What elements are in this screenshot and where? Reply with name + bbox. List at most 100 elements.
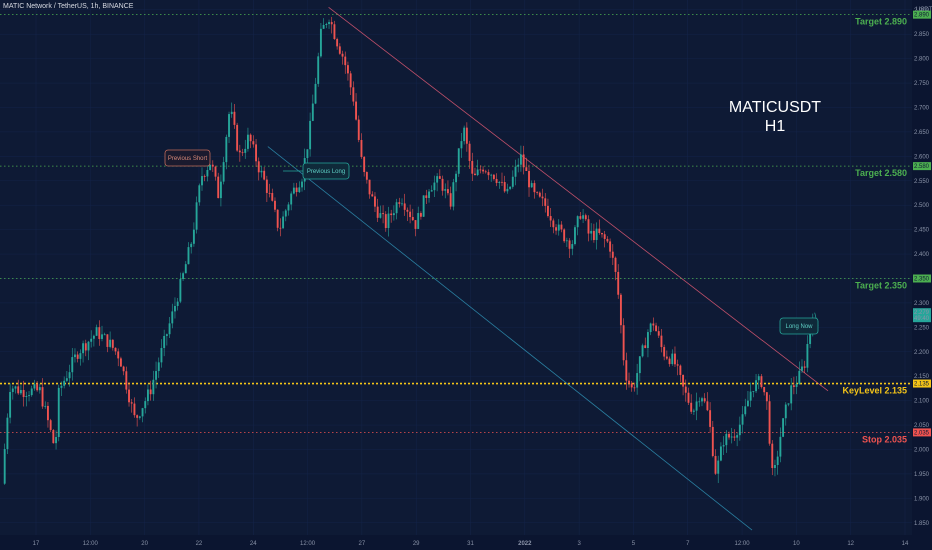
resistance-trendline bbox=[328, 7, 829, 392]
candle-body bbox=[711, 426, 714, 457]
candle-body bbox=[401, 203, 403, 205]
candle-body bbox=[528, 170, 530, 188]
candle-body bbox=[676, 364, 679, 366]
candle-body bbox=[257, 161, 260, 173]
candle-body bbox=[633, 387, 636, 389]
candle-body bbox=[209, 164, 212, 170]
candle-body bbox=[403, 203, 406, 210]
candle-body bbox=[368, 179, 371, 195]
candle-body bbox=[428, 191, 430, 198]
candle-body bbox=[776, 456, 779, 466]
candle-body bbox=[341, 53, 344, 57]
candle-body bbox=[382, 213, 385, 215]
candles bbox=[3, 16, 814, 485]
candle-body bbox=[606, 238, 609, 242]
candle-body bbox=[636, 373, 639, 388]
candle-body bbox=[660, 335, 663, 348]
candle-body bbox=[722, 445, 725, 447]
candle-body bbox=[203, 176, 206, 177]
candle-body bbox=[517, 164, 520, 167]
candle-body bbox=[263, 170, 266, 180]
candle-body bbox=[57, 387, 60, 438]
candle-body bbox=[663, 347, 666, 357]
candle-body bbox=[511, 176, 514, 187]
candle-body bbox=[387, 213, 390, 229]
candle-body bbox=[33, 384, 36, 389]
candle-body bbox=[498, 181, 501, 183]
long-now-note-box bbox=[779, 317, 819, 335]
candle-body bbox=[444, 189, 447, 191]
candle-body bbox=[379, 213, 382, 218]
x-tick-label: 31 bbox=[467, 541, 474, 547]
y-tick-label: 2.200 bbox=[914, 350, 930, 356]
candle-body bbox=[644, 345, 647, 349]
candle-body bbox=[225, 136, 228, 163]
candle-body bbox=[733, 436, 736, 438]
long-now-note-text: Long Now bbox=[785, 324, 813, 330]
candle-body bbox=[122, 366, 125, 372]
y-tick-label: 2.100 bbox=[914, 399, 930, 405]
level-price-tag bbox=[913, 379, 931, 388]
candle-body bbox=[476, 169, 479, 176]
candle-body bbox=[190, 243, 193, 248]
candle-body bbox=[365, 172, 368, 180]
candle-body bbox=[314, 83, 317, 104]
x-tick-label: 27 bbox=[359, 541, 366, 547]
candle-body bbox=[409, 211, 412, 218]
candle-body bbox=[319, 28, 322, 57]
candle-body bbox=[25, 396, 28, 398]
candle-body bbox=[406, 209, 409, 212]
candle-body bbox=[698, 401, 701, 403]
candle-body bbox=[792, 385, 795, 387]
candle-body bbox=[725, 433, 728, 446]
level-label: Target 2.890 bbox=[855, 17, 907, 27]
candle-body bbox=[514, 166, 517, 177]
candle-body bbox=[744, 406, 747, 415]
candle-body bbox=[438, 176, 441, 179]
candle-body bbox=[622, 325, 625, 361]
candle-body bbox=[684, 386, 687, 393]
y-tick-label: 2.050 bbox=[914, 423, 930, 429]
candle-body bbox=[84, 343, 87, 351]
candle-body bbox=[806, 343, 809, 368]
candle-body bbox=[144, 401, 147, 409]
candle-body bbox=[609, 241, 612, 252]
y-tick-label: 2.600 bbox=[914, 154, 930, 160]
candle-body bbox=[260, 170, 263, 173]
candle-body bbox=[219, 181, 222, 199]
candle-body bbox=[695, 401, 698, 411]
candle-body bbox=[484, 171, 487, 173]
candle-body bbox=[241, 152, 244, 154]
unit-label: USDT bbox=[916, 7, 932, 13]
candle-body bbox=[522, 154, 525, 168]
candle-body bbox=[768, 401, 771, 444]
candle-body bbox=[468, 143, 471, 161]
x-tick-label: 14 bbox=[902, 541, 909, 547]
candle-body bbox=[330, 22, 333, 25]
level-label: KeyLevel 2.135 bbox=[842, 386, 907, 396]
candle-body bbox=[755, 380, 757, 392]
candle-body bbox=[114, 347, 117, 352]
candle-body bbox=[641, 345, 644, 357]
candle-body bbox=[141, 408, 144, 417]
candle-body bbox=[301, 181, 303, 188]
candle-body bbox=[217, 176, 220, 199]
x-tick-label: 10 bbox=[793, 541, 800, 547]
candle-body bbox=[652, 323, 655, 326]
interval-label: H1 bbox=[765, 118, 786, 135]
candle-body bbox=[544, 198, 547, 206]
candle-body bbox=[184, 264, 187, 274]
candle-body bbox=[346, 65, 349, 74]
candle-body bbox=[719, 446, 722, 461]
candle-body bbox=[706, 401, 709, 411]
x-tick-label: 5 bbox=[632, 541, 636, 547]
candle-body bbox=[730, 436, 733, 438]
candle-body bbox=[71, 357, 74, 373]
candle-body bbox=[779, 436, 782, 457]
candle-body bbox=[668, 358, 671, 365]
candle-body bbox=[3, 449, 6, 484]
candle-body bbox=[763, 387, 766, 393]
candle-body bbox=[752, 391, 755, 392]
